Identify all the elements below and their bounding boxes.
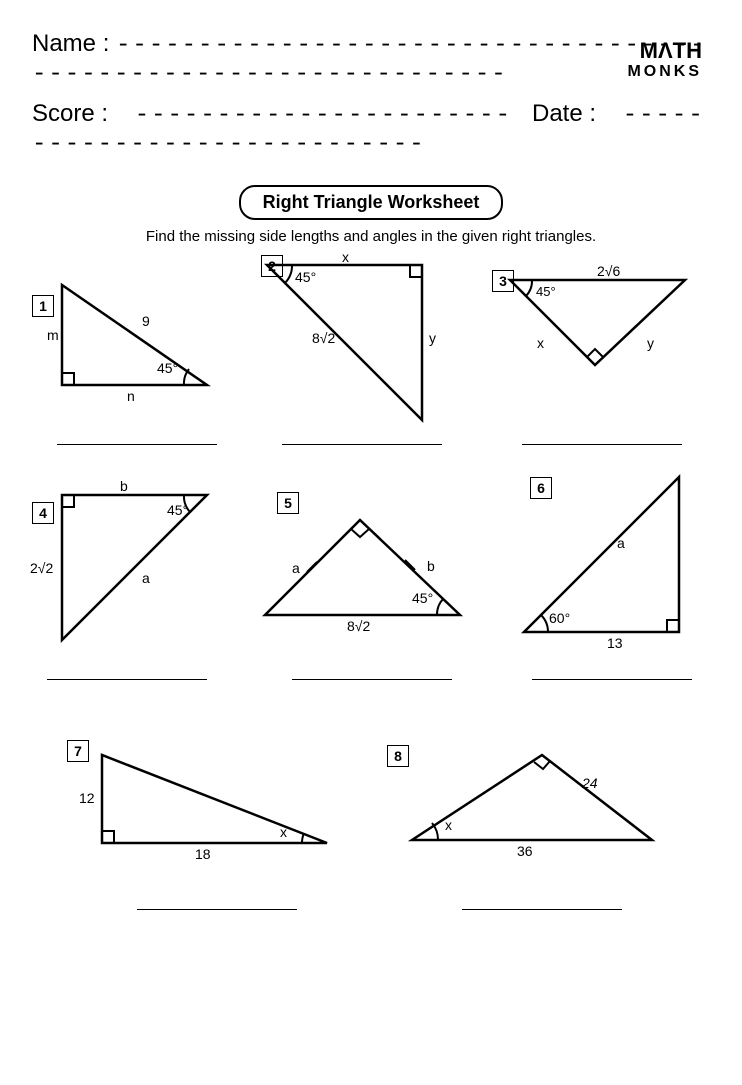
label-left7: 12 bbox=[79, 790, 95, 806]
label-x3: x bbox=[537, 335, 544, 351]
label-angle3: 45° bbox=[536, 284, 556, 299]
problem-grid: 1 9 m n 45° 2 x y 8√2 45° bbox=[32, 255, 710, 1085]
problem-number: 4 bbox=[32, 502, 54, 524]
label-angle8: x bbox=[445, 817, 452, 833]
problem-3: 3 2√6 x y 45° bbox=[492, 260, 712, 445]
date-label: Date : bbox=[532, 100, 596, 127]
label-x: x bbox=[342, 249, 349, 265]
problem-2: 2 x y 8√2 45° bbox=[257, 255, 467, 445]
label-b4: b bbox=[120, 478, 128, 494]
label-angle4: 45° bbox=[167, 502, 188, 518]
label-bottom8: 36 bbox=[517, 843, 533, 859]
problem-number: 5 bbox=[277, 492, 299, 514]
label-y3: y bbox=[647, 335, 654, 351]
worksheet-title: Right Triangle Worksheet bbox=[239, 185, 504, 220]
label-left4: 2√2 bbox=[30, 560, 53, 576]
label-hyp: 9 bbox=[142, 313, 150, 329]
answer-blank[interactable] bbox=[532, 678, 692, 680]
answer-blank[interactable] bbox=[47, 678, 207, 680]
instruction-text: Find the missing side lengths and angles… bbox=[32, 228, 710, 245]
label-a4: a bbox=[142, 570, 150, 586]
label-angle2: 45° bbox=[295, 269, 316, 285]
label-n: n bbox=[127, 388, 135, 404]
score-blank[interactable]: ----------------------- bbox=[135, 102, 512, 129]
label-hyp2: 8√2 bbox=[312, 330, 335, 346]
name-row: Name : ---------------------------------… bbox=[32, 30, 710, 88]
problem-1: 1 9 m n 45° bbox=[32, 265, 242, 445]
answer-blank[interactable] bbox=[137, 908, 297, 910]
label-a5: a bbox=[292, 560, 300, 576]
label-bottom5: 8√2 bbox=[347, 618, 370, 634]
problem-4: 4 b 2√2 a 45° bbox=[32, 480, 242, 680]
answer-blank[interactable] bbox=[462, 908, 622, 910]
label-top3: 2√6 bbox=[597, 263, 620, 279]
label-angle6: 60° bbox=[549, 610, 570, 626]
label-angle7: x bbox=[280, 824, 287, 840]
label-b5: b bbox=[427, 558, 435, 574]
problem-8: 8 24 36 x bbox=[387, 730, 677, 910]
label-bottom6: 13 bbox=[607, 635, 623, 651]
label-angle: 45° bbox=[157, 360, 178, 376]
answer-blank[interactable] bbox=[57, 443, 217, 445]
problem-7: 7 12 18 x bbox=[67, 730, 347, 910]
answer-blank[interactable] bbox=[292, 678, 452, 680]
triangle-7-svg bbox=[102, 755, 342, 855]
label-right8: 24 bbox=[582, 775, 598, 791]
triangle-1-svg bbox=[62, 285, 232, 405]
name-label: Name : bbox=[32, 30, 109, 57]
score-date-row: Score : ----------------------- Date : -… bbox=[32, 100, 710, 158]
label-bottom7: 18 bbox=[195, 846, 211, 862]
problem-number: 7 bbox=[67, 740, 89, 762]
triangle-8-svg bbox=[412, 755, 667, 855]
name-blank[interactable]: ----------------------------------------… bbox=[32, 32, 707, 88]
label-m: m bbox=[47, 327, 59, 343]
answer-blank[interactable] bbox=[282, 443, 442, 445]
problem-5: 5 a b 8√2 45° bbox=[257, 480, 487, 680]
label-a6: a bbox=[617, 535, 625, 551]
label-y: y bbox=[429, 330, 436, 346]
problem-6: 6 a 13 60° bbox=[512, 465, 712, 680]
score-label: Score : bbox=[32, 100, 108, 127]
label-angle5: 45° bbox=[412, 590, 433, 606]
answer-blank[interactable] bbox=[522, 443, 682, 445]
problem-number: 8 bbox=[387, 745, 409, 767]
problem-number: 1 bbox=[32, 295, 54, 317]
triangle-2-svg bbox=[267, 265, 442, 430]
